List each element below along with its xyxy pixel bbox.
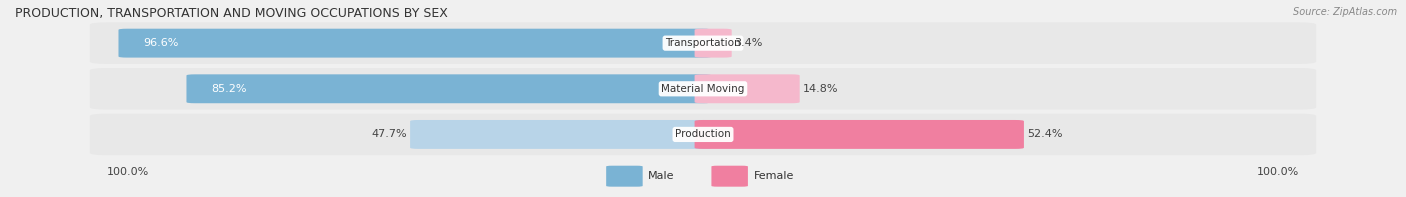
Text: 100.0%: 100.0%	[1257, 167, 1299, 177]
FancyBboxPatch shape	[90, 22, 1316, 64]
Text: Female: Female	[754, 171, 794, 181]
Text: 47.7%: 47.7%	[371, 129, 408, 139]
Text: 85.2%: 85.2%	[212, 84, 247, 94]
FancyBboxPatch shape	[695, 120, 1024, 149]
FancyBboxPatch shape	[90, 114, 1316, 155]
Text: Production: Production	[675, 129, 731, 139]
Text: Material Moving: Material Moving	[661, 84, 745, 94]
FancyBboxPatch shape	[695, 29, 731, 58]
Text: Male: Male	[648, 171, 675, 181]
Text: 3.4%: 3.4%	[734, 38, 763, 48]
Text: Transportation: Transportation	[665, 38, 741, 48]
Text: 96.6%: 96.6%	[143, 38, 179, 48]
FancyBboxPatch shape	[411, 120, 711, 149]
Text: Source: ZipAtlas.com: Source: ZipAtlas.com	[1294, 7, 1398, 17]
FancyBboxPatch shape	[90, 68, 1316, 110]
FancyBboxPatch shape	[606, 166, 643, 187]
Text: 52.4%: 52.4%	[1026, 129, 1062, 139]
FancyBboxPatch shape	[187, 74, 711, 103]
FancyBboxPatch shape	[118, 29, 711, 58]
FancyBboxPatch shape	[695, 74, 800, 103]
Text: 14.8%: 14.8%	[803, 84, 838, 94]
Text: 100.0%: 100.0%	[107, 167, 149, 177]
Text: PRODUCTION, TRANSPORTATION AND MOVING OCCUPATIONS BY SEX: PRODUCTION, TRANSPORTATION AND MOVING OC…	[15, 7, 449, 20]
FancyBboxPatch shape	[711, 166, 748, 187]
